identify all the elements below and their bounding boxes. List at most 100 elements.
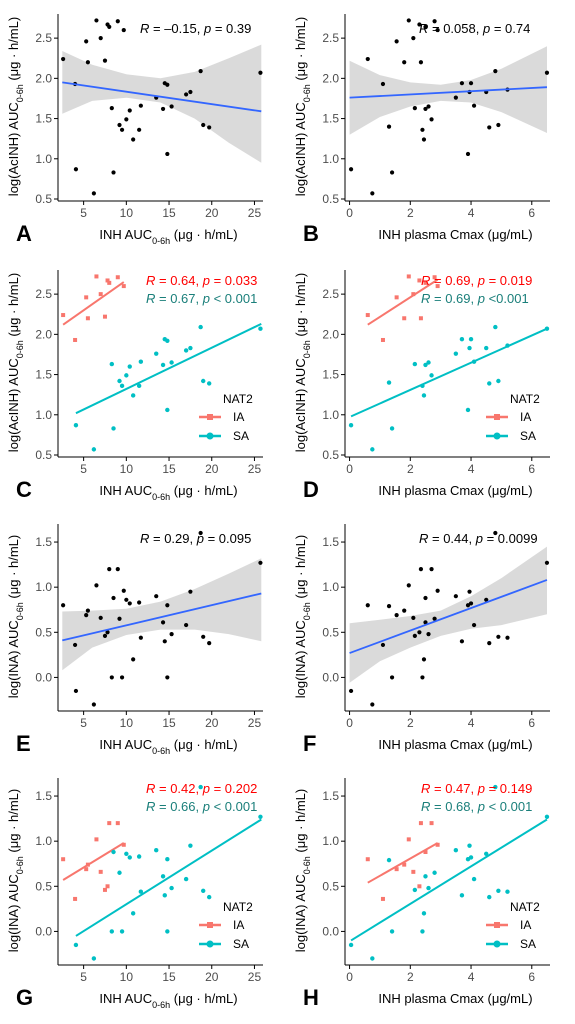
data-point-IA — [94, 274, 99, 279]
data-point-SA — [198, 324, 203, 330]
correlation-stat-part: p — [482, 21, 490, 36]
data-point — [119, 127, 125, 132]
x-axis-label: INH AUC0-6h (μg · h/mL) — [99, 991, 237, 1010]
correlation-stat-SA: R = 0.66, p < 0.001 — [146, 799, 257, 814]
data-point-SA — [465, 407, 471, 413]
data-point — [73, 167, 79, 172]
data-point — [201, 634, 206, 639]
data-point — [394, 613, 399, 618]
legend-label-IA: IA — [520, 918, 531, 932]
data-point — [107, 567, 112, 572]
correlation-stat-IA: R = 0.64, p = 0.033 — [146, 273, 257, 288]
data-point — [435, 588, 440, 593]
data-point — [188, 89, 193, 95]
y-axis-label-subscript: 0-6h — [15, 602, 25, 620]
data-point — [119, 675, 125, 680]
data-point — [380, 642, 386, 648]
correlation-stat-SA-part: R — [146, 799, 155, 814]
x-axis-label: INH AUC0-6h (μg · h/mL) — [99, 737, 237, 756]
data-point-SA — [468, 336, 474, 342]
y-tick-label: 2.0 — [322, 327, 339, 341]
x-tick-label: 4 — [468, 206, 475, 220]
y-tick-label: 2.5 — [35, 31, 52, 45]
x-axis-label-main: INH AUC — [99, 483, 152, 498]
data-point — [487, 125, 492, 130]
data-point-IA — [61, 857, 66, 862]
y-tick-label: 2.0 — [35, 71, 52, 85]
data-point-SA — [198, 784, 203, 790]
x-tick-label: 4 — [468, 462, 475, 476]
x-tick-label: 10 — [120, 970, 134, 984]
data-point — [429, 567, 434, 572]
y-axis-label-main: log(INA) AUC — [6, 874, 21, 952]
data-point — [370, 702, 375, 707]
data-point-IA — [105, 278, 110, 283]
data-point — [412, 633, 417, 639]
y-tick-label: 1.5 — [35, 112, 52, 126]
y-tick-label: 1.5 — [322, 789, 339, 803]
correlation-stat-SA-part: = 0.67, — [155, 291, 202, 306]
correlation-stat-SA-part: = 0.68, — [430, 799, 477, 814]
y-tick-label: 1.0 — [322, 408, 339, 422]
data-point-IA — [61, 313, 66, 318]
y-tick-label: 1.0 — [35, 408, 52, 422]
data-point — [429, 117, 434, 122]
x-tick-label: 10 — [120, 206, 134, 220]
correlation-stat-SA-part: p — [202, 799, 210, 814]
data-point-IA — [406, 837, 411, 842]
data-point-SA — [117, 870, 122, 875]
correlation-stat-IA-part: = 0.42, — [155, 781, 202, 796]
data-point-SA — [127, 364, 132, 369]
data-point-IA — [105, 884, 110, 889]
data-point-SA — [389, 426, 395, 431]
x-axis-label-main: INH AUC — [99, 991, 152, 1006]
y-tick-label: 1.0 — [322, 580, 339, 594]
y-tick-label: 0.5 — [35, 625, 52, 639]
data-point — [102, 58, 108, 63]
x-tick-label: 25 — [248, 716, 262, 730]
correlation-stat-IA-part: = 0.47, — [430, 781, 477, 796]
data-point-IA — [380, 337, 385, 342]
data-point-SA — [160, 362, 166, 368]
data-point — [91, 191, 96, 196]
data-point-SA — [484, 851, 489, 857]
data-point — [426, 631, 431, 637]
data-point-SA — [423, 874, 428, 879]
data-point — [109, 675, 114, 680]
y-tick-label: 0.5 — [35, 192, 52, 206]
data-point-SA — [426, 885, 431, 891]
data-point-IA — [107, 280, 112, 285]
data-point — [127, 601, 132, 606]
x-tick-label: 15 — [162, 716, 176, 730]
data-point-SA — [453, 847, 459, 853]
data-point — [201, 122, 206, 128]
x-tick-label: 20 — [205, 206, 219, 220]
y-axis-label-main: log(AcINH) AUC — [6, 358, 21, 452]
y-axis-label-unit: (μg · h/mL) — [293, 17, 308, 84]
y-tick-label: 0.0 — [35, 924, 52, 938]
panel-letter: G — [16, 985, 33, 1010]
data-point — [467, 589, 472, 594]
y-tick-label: 1.0 — [35, 152, 52, 166]
data-point — [138, 635, 143, 640]
data-point — [365, 603, 370, 608]
data-point — [121, 27, 126, 33]
data-point-SA — [91, 447, 97, 452]
correlation-stat: R = –0.15, p = 0.39 — [140, 21, 251, 36]
data-point — [198, 530, 203, 536]
y-tick-label: 2.0 — [322, 71, 339, 85]
legend-key-marker-IA — [494, 414, 500, 420]
data-point — [137, 600, 142, 605]
y-tick-label: 1.5 — [35, 535, 52, 549]
data-point — [505, 635, 510, 640]
legend-key-marker-SA — [206, 940, 214, 948]
x-tick-label: 25 — [248, 206, 262, 220]
data-point-SA — [496, 888, 501, 894]
x-tick-label: 4 — [468, 970, 475, 984]
data-point — [85, 608, 90, 613]
data-point — [160, 106, 166, 112]
data-point-SA — [201, 888, 206, 894]
data-point — [94, 18, 99, 23]
legend-key-marker-IA — [207, 922, 213, 928]
